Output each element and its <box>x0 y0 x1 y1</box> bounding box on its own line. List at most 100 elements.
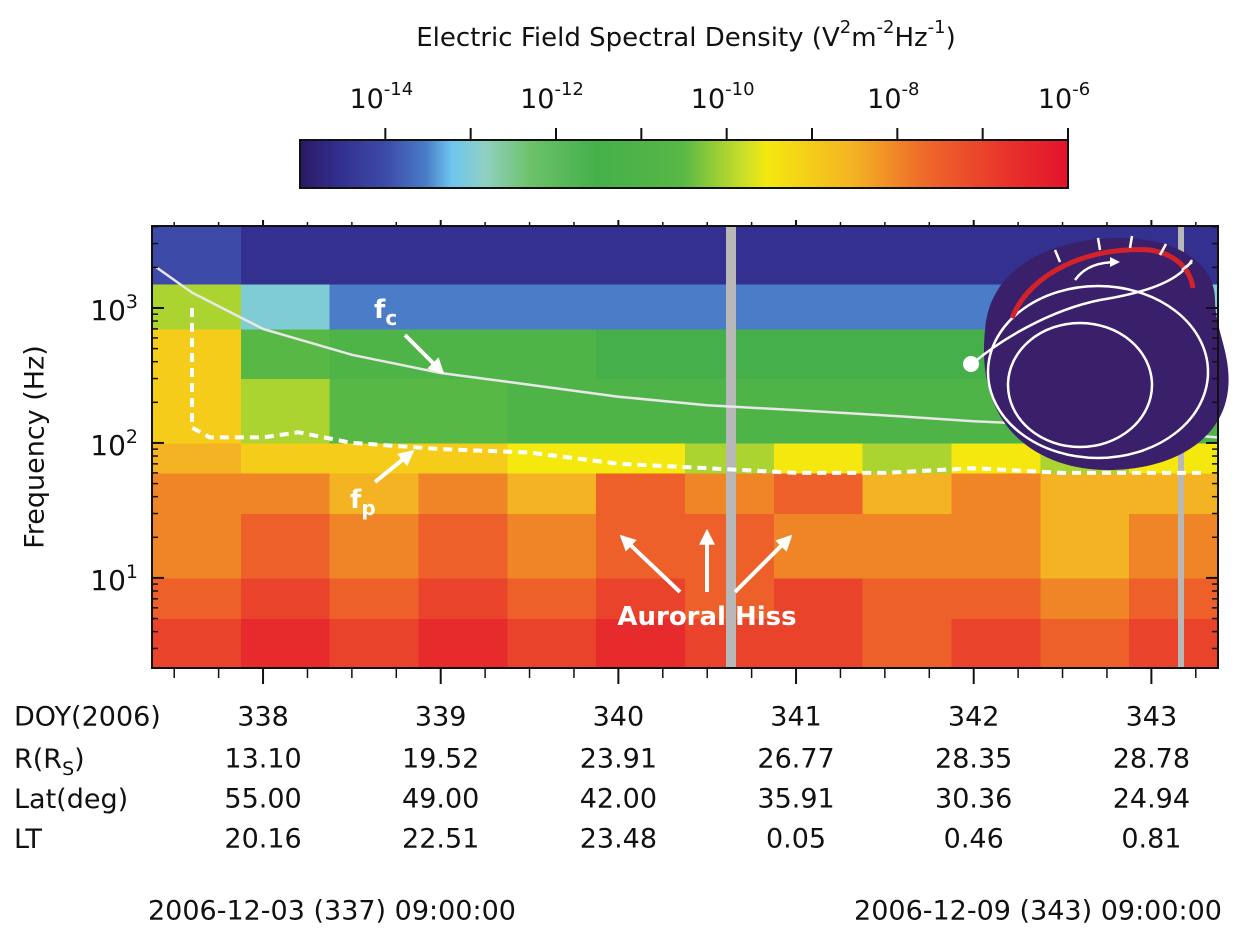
cell <box>596 472 686 515</box>
cell <box>240 618 331 668</box>
table-cell: 23.48 <box>580 824 657 855</box>
annotation-arrow <box>403 333 445 375</box>
cell <box>152 442 242 474</box>
cell <box>507 226 597 285</box>
cell <box>240 513 331 579</box>
orbit-inset <box>963 235 1229 470</box>
cell <box>329 472 419 515</box>
y-axis-label: Frequency (Hz) <box>20 345 51 549</box>
data-gap <box>726 226 736 668</box>
colorbar-tick-label-part: -8 <box>902 79 920 100</box>
cell <box>773 284 864 330</box>
table-cell: 23.91 <box>580 744 657 775</box>
cell <box>507 378 597 444</box>
cell <box>951 442 1041 474</box>
table-cell: 26.77 <box>757 744 834 775</box>
table-row-label-part: ) <box>74 744 85 775</box>
cell <box>862 328 952 380</box>
y-tick-label: 103 <box>90 290 138 327</box>
table-cell: 30.36 <box>935 784 1012 815</box>
spectrogram <box>152 226 1218 668</box>
colorbar-title: Electric Field Spectral Density (V2m-2Hz… <box>416 17 956 53</box>
cell <box>240 226 331 285</box>
y-tick-label-part: 10 <box>90 294 126 327</box>
trajectory <box>971 259 1194 365</box>
cell <box>329 284 419 330</box>
colorbar-tick-label: 10-6 <box>1038 79 1090 115</box>
table-row-label-part: LT <box>14 824 42 855</box>
cell <box>507 328 597 380</box>
table-cell: 28.35 <box>935 744 1012 775</box>
cell <box>1040 513 1130 579</box>
cell <box>1129 577 1218 620</box>
annotation-arrow <box>619 534 682 594</box>
annotation: Auroral Hiss <box>617 602 796 632</box>
y-tick-label-part: 3 <box>126 290 138 312</box>
cell <box>329 513 419 579</box>
table-cell: 55.00 <box>224 784 301 815</box>
cell <box>862 378 952 444</box>
annotation-part: c <box>385 306 397 330</box>
colorbar-title-part: m <box>851 23 876 53</box>
cell <box>240 284 331 330</box>
colorbar-tick-label-part: 10 <box>1038 84 1072 115</box>
table-cell: 22.51 <box>402 824 479 855</box>
annotation-part: p <box>361 496 375 520</box>
table-cell: 42.00 <box>580 784 657 815</box>
cell <box>152 284 242 330</box>
table-cell: 19.52 <box>402 744 479 775</box>
colorbar-title-part: Electric Field Spectral Density (V <box>416 23 840 53</box>
table-row-label: LT <box>14 824 42 855</box>
table-cell: 28.78 <box>1113 744 1190 775</box>
frequency-line <box>190 308 1205 475</box>
table-cell: 13.10 <box>224 744 301 775</box>
table-row-label: Lat(deg) <box>14 784 128 815</box>
cell <box>1129 472 1218 515</box>
cell <box>1040 577 1130 620</box>
x-tick-label: 340 <box>593 702 645 733</box>
cell <box>773 226 864 285</box>
annotation-arrow <box>373 449 415 484</box>
cell <box>507 472 597 515</box>
orbit <box>1006 321 1154 449</box>
cell <box>862 226 952 285</box>
cell <box>329 328 419 380</box>
cell <box>507 577 597 620</box>
plot-frame <box>151 225 1219 669</box>
cell <box>152 513 242 579</box>
x-tick-label: 342 <box>948 702 1000 733</box>
cell <box>152 378 242 444</box>
colorbar-tick-label-part: -12 <box>554 79 583 100</box>
end-time: 2006-12-09 (343) 09:00:00 <box>854 896 1222 927</box>
cell <box>240 577 331 620</box>
cell <box>1129 618 1218 668</box>
cell <box>862 472 952 515</box>
cell <box>862 284 952 330</box>
saturn <box>963 356 979 372</box>
cell <box>418 226 508 285</box>
colorbar-title-part: Hz <box>894 23 927 53</box>
cell <box>596 442 686 474</box>
colorbar-tick-label-part: -6 <box>1072 79 1090 100</box>
cell <box>329 378 419 444</box>
cell <box>596 618 686 668</box>
table-cell: 20.16 <box>224 824 301 855</box>
cell <box>596 513 686 579</box>
x-tick-label: 339 <box>415 702 467 733</box>
cell <box>1040 618 1130 668</box>
y-tick-label-part: 10 <box>90 429 126 462</box>
colorbar-tick-label-part: -10 <box>725 79 754 100</box>
cell <box>596 378 686 444</box>
cell <box>862 618 952 668</box>
cell <box>152 618 242 668</box>
cell <box>862 577 952 620</box>
cell <box>418 618 508 668</box>
cell <box>773 577 864 620</box>
y-tick-label-part: 2 <box>126 425 138 447</box>
colorbar-title-part: -1 <box>928 17 946 38</box>
colorbar-tick-label-part: 10 <box>520 84 554 115</box>
colorbar-tick-label: 10-12 <box>520 79 584 115</box>
table-cell: 24.94 <box>1113 784 1190 815</box>
cell <box>773 328 864 380</box>
cell <box>1129 513 1218 579</box>
